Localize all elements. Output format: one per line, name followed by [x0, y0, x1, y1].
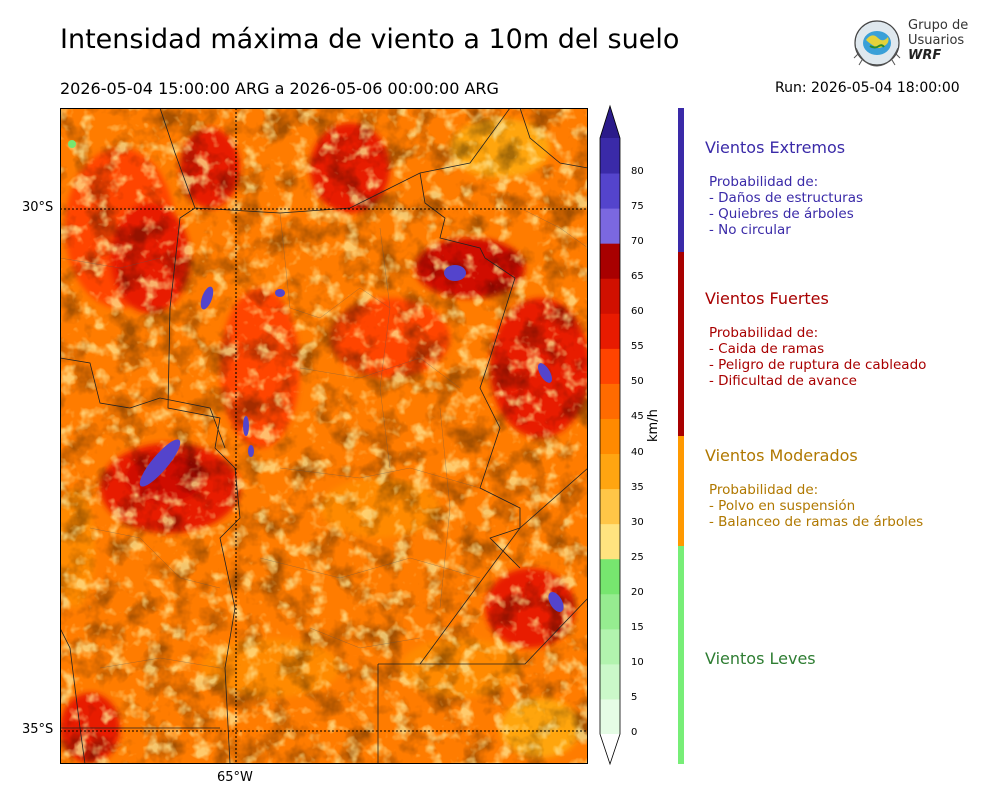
colorbar-segment: [600, 173, 620, 209]
wind-category-line: - Peligro de ruptura de cableado: [709, 357, 927, 373]
colorbar-segment: [600, 383, 620, 419]
colorbar-segment: [600, 243, 620, 279]
map-title: Intensidad máxima de viento a 10m del su…: [60, 24, 680, 55]
colorbar-extend-min: [600, 734, 620, 764]
colorbar-segment: [600, 663, 620, 700]
colorbar-tick-label: 70: [631, 236, 644, 248]
colorbar-tick-label: 45: [631, 411, 644, 423]
colorbar-segment: [600, 138, 620, 174]
logo-line-2: Usuarios: [908, 33, 965, 48]
colorbar-tick-label: 50: [631, 376, 644, 388]
wind-category-line: Probabilidad de:: [709, 482, 819, 498]
graticule: [60, 108, 588, 764]
wind-speed-map: [60, 108, 588, 764]
wrf-logo: Grupo de Usuarios WRF: [850, 18, 970, 70]
colorbar-tick-label: 10: [631, 656, 644, 668]
province-borders: [60, 108, 588, 764]
wind-category: Vientos Leves: [705, 649, 816, 668]
wind-category-line: Probabilidad de:: [709, 174, 819, 190]
colorbar-tick-label: 60: [631, 306, 644, 318]
wind-category-line: - Balanceo de ramas de árboles: [709, 514, 924, 530]
colorbar-segment: [600, 558, 620, 595]
colorbar-tick-label: 20: [631, 586, 644, 598]
wind-category: Vientos Fuertes Probabilidad de: - Caida d…: [705, 289, 926, 389]
category-bar: [678, 546, 684, 764]
colorbar-tick-label: 15: [631, 621, 644, 633]
extreme-wind-cells: [68, 140, 564, 612]
latitude-label-30s: 30°S: [22, 200, 54, 215]
map-frame: [60, 108, 588, 764]
wind-category-line: - Dificultad de avance: [709, 373, 857, 389]
wind-category: Vientos Extremos Probabilidad de: - Daños …: [705, 138, 863, 238]
wind-category-title: Vientos Extremos: [705, 138, 846, 157]
colorbar-tick-label: 75: [631, 201, 644, 213]
category-bar: [678, 252, 684, 436]
latitude-label-35s: 35°S: [22, 722, 54, 737]
wind-category-description: Probabilidad de: - Caida de ramas - Peligr…: [705, 325, 926, 389]
colorbar-segment: [600, 313, 620, 349]
colorbar-segment: [600, 208, 620, 244]
wind-category-title: Vientos Moderados: [705, 446, 858, 465]
colorbar-segment: [600, 418, 620, 455]
colorbar-segment: [600, 453, 620, 490]
colorbar-tick-label: 35: [631, 481, 644, 493]
department-borders: [60, 207, 588, 669]
colorbar-tick-label: 0: [631, 727, 638, 738]
wind-category-line: - Polvo en suspensión: [709, 498, 856, 514]
wind-category-title: Vientos Fuertes: [705, 289, 829, 308]
colorbar-segment: [600, 593, 620, 630]
wind-category-line: - No circular: [709, 222, 791, 238]
wind-category-line: - Caida de ramas: [709, 341, 825, 357]
colorbar-segment: [600, 523, 620, 560]
wind-category: Vientos Moderados Probabilidad de: - Polvo…: [705, 446, 923, 530]
longitude-label-65w: 65°W: [217, 770, 253, 785]
forecast-period: 2026-05-04 15:00:00 ARG a 2026-05-06 00:…: [60, 79, 499, 98]
colorbar-extend-max: [600, 106, 620, 138]
colorbar-segment: [600, 628, 620, 665]
wind-category-line: Probabilidad de:: [709, 325, 819, 341]
colorbar-tick-label: 5: [631, 691, 638, 703]
wind-category-description: Probabilidad de: - Daños de estructuras - …: [705, 174, 863, 238]
category-bar: [678, 108, 684, 252]
colorbar-tick-label: 55: [631, 341, 644, 353]
colorbar-segment: [600, 278, 620, 314]
logo-line-1: Grupo de: [908, 18, 969, 33]
category-bar: [678, 436, 684, 546]
wind-category-description: Probabilidad de: - Polvo en suspensión - B…: [705, 482, 923, 530]
colorbar-segment: [600, 488, 620, 525]
wind-category-line: - Daños de estructuras: [709, 190, 864, 206]
colorbar: [599, 104, 621, 766]
wind-category-line: - Quiebres de árboles: [709, 206, 854, 222]
colorbar-tick-label: 30: [631, 516, 644, 528]
logo-line-3: WRF: [908, 48, 942, 63]
colorbar-tick-label: 25: [631, 551, 644, 563]
colorbar-tick-label: 80: [631, 166, 644, 178]
colorbar-outline: [599, 104, 621, 766]
field-noise-light: [60, 108, 588, 764]
globe-icon: [853, 20, 901, 67]
colorbar-segment: [600, 698, 620, 735]
colorbar-segment: [600, 348, 620, 384]
wind-category-title: Vientos Leves: [705, 649, 816, 668]
colorbar-tick-label: 65: [631, 271, 644, 283]
run-timestamp: Run: 2026-05-04 18:00:00: [775, 80, 960, 96]
colorbar-tick-label: 40: [631, 446, 644, 458]
colorbar-unit-label: km/h: [646, 409, 661, 442]
